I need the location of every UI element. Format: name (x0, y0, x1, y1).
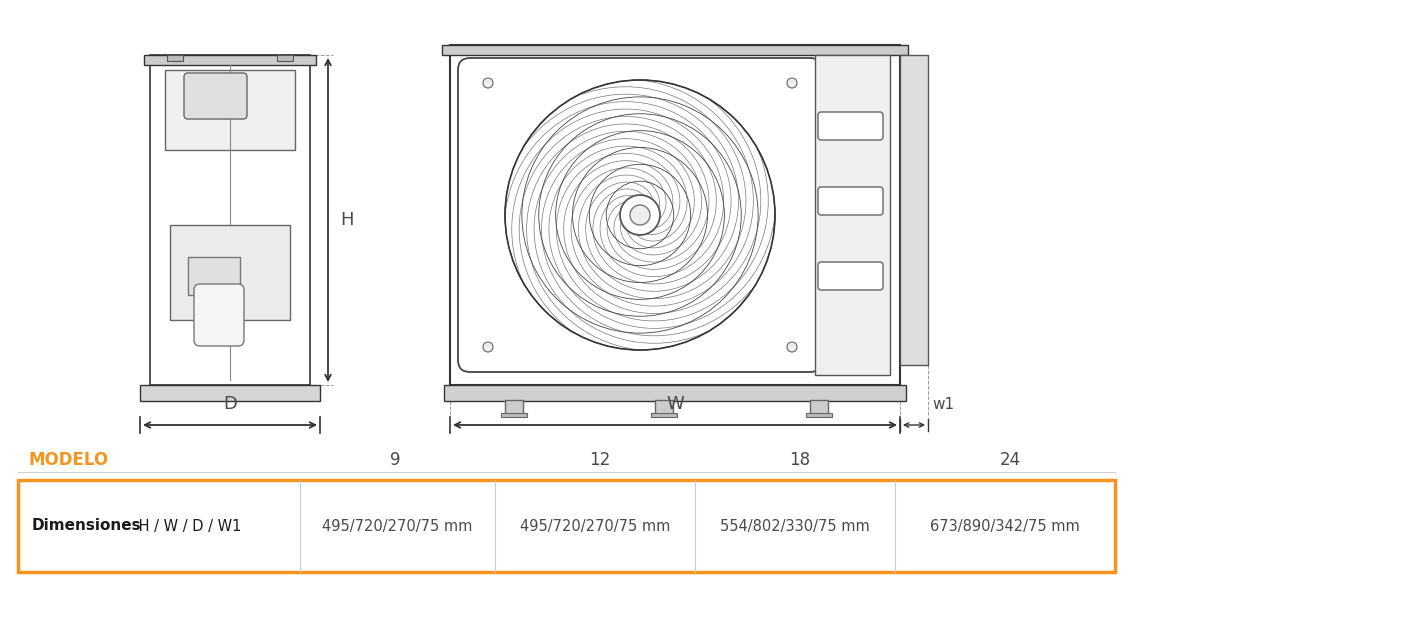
Text: 495/720/270/75 mm: 495/720/270/75 mm (520, 518, 671, 534)
Circle shape (620, 195, 659, 235)
Bar (810, 400, 828, 415)
Circle shape (630, 205, 650, 225)
Text: w1: w1 (931, 397, 954, 412)
FancyBboxPatch shape (185, 73, 247, 119)
Text: W: W (666, 395, 683, 413)
Text: MODELO: MODELO (28, 451, 108, 469)
FancyBboxPatch shape (458, 58, 821, 372)
Circle shape (483, 78, 493, 88)
Bar (144, 55, 316, 65)
Bar (442, 45, 907, 55)
Text: D: D (223, 395, 237, 413)
FancyBboxPatch shape (194, 284, 244, 346)
Circle shape (788, 342, 797, 352)
Bar (900, 55, 929, 365)
Bar (149, 55, 310, 385)
Circle shape (788, 78, 797, 88)
Bar (168, 55, 183, 61)
Bar (139, 385, 320, 401)
Bar (278, 55, 293, 61)
Text: Dimensiones: Dimensiones (32, 518, 142, 534)
Bar (502, 413, 527, 417)
Text: 18: 18 (789, 451, 810, 469)
Bar (449, 45, 900, 385)
Bar (165, 70, 294, 150)
FancyBboxPatch shape (819, 187, 883, 215)
Text: H: H (340, 211, 354, 229)
Text: 24: 24 (999, 451, 1020, 469)
Text: 9: 9 (390, 451, 400, 469)
FancyBboxPatch shape (819, 112, 883, 140)
Bar (18, 480, 1115, 572)
Text: H / W / D / W1: H / W / D / W1 (134, 518, 241, 534)
Bar (814, 55, 890, 375)
Bar (651, 413, 676, 417)
Bar (187, 257, 240, 295)
Text: 12: 12 (589, 451, 610, 469)
Text: 554/802/330/75 mm: 554/802/330/75 mm (720, 518, 869, 534)
Bar (444, 385, 906, 401)
Bar (806, 413, 831, 417)
Text: 673/890/342/75 mm: 673/890/342/75 mm (930, 518, 1079, 534)
Bar (655, 400, 674, 415)
Circle shape (483, 342, 493, 352)
Bar (504, 400, 523, 415)
Bar (170, 225, 290, 320)
FancyBboxPatch shape (819, 262, 883, 290)
Text: 495/720/270/75 mm: 495/720/270/75 mm (321, 518, 472, 534)
